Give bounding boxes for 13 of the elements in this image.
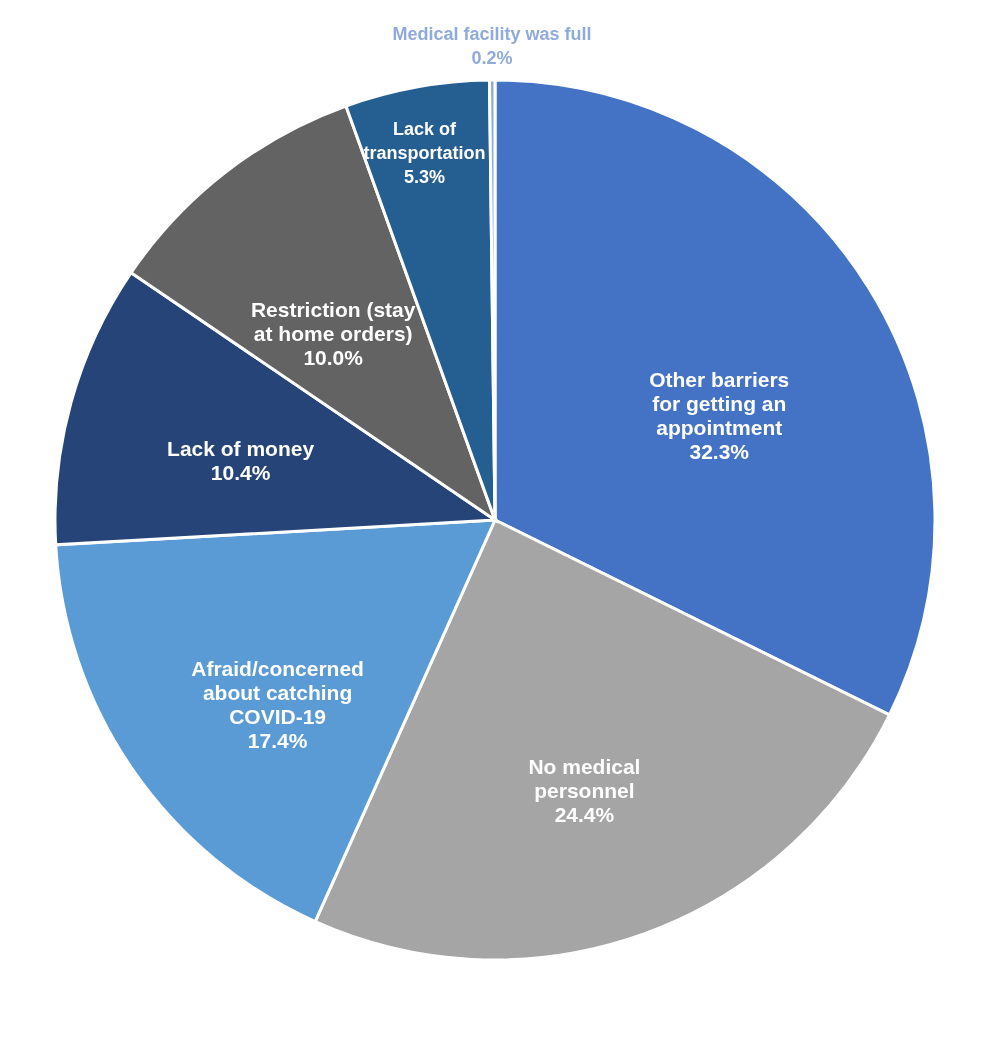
data-label: 5.3% — [403, 167, 445, 188]
data-label: 10.4% — [210, 460, 271, 484]
slice-label: Other barriers for getting an appointment — [649, 367, 790, 439]
data-label: 32.3% — [689, 439, 750, 463]
data-label: 10.0% — [303, 346, 364, 370]
data-label: 24.4% — [554, 803, 615, 827]
data-label: 17.4% — [247, 728, 308, 752]
slice-label: No medical personnel — [528, 755, 641, 803]
slice-label: Restriction (stay at home orders) — [250, 298, 416, 346]
slice-label: Afraid/concerned about catching COVID-19 — [191, 656, 364, 728]
slice-label: Medical facility was full — [392, 24, 592, 45]
slice-label: Lack of money — [167, 436, 315, 460]
data-label: 0.2% — [471, 48, 513, 69]
